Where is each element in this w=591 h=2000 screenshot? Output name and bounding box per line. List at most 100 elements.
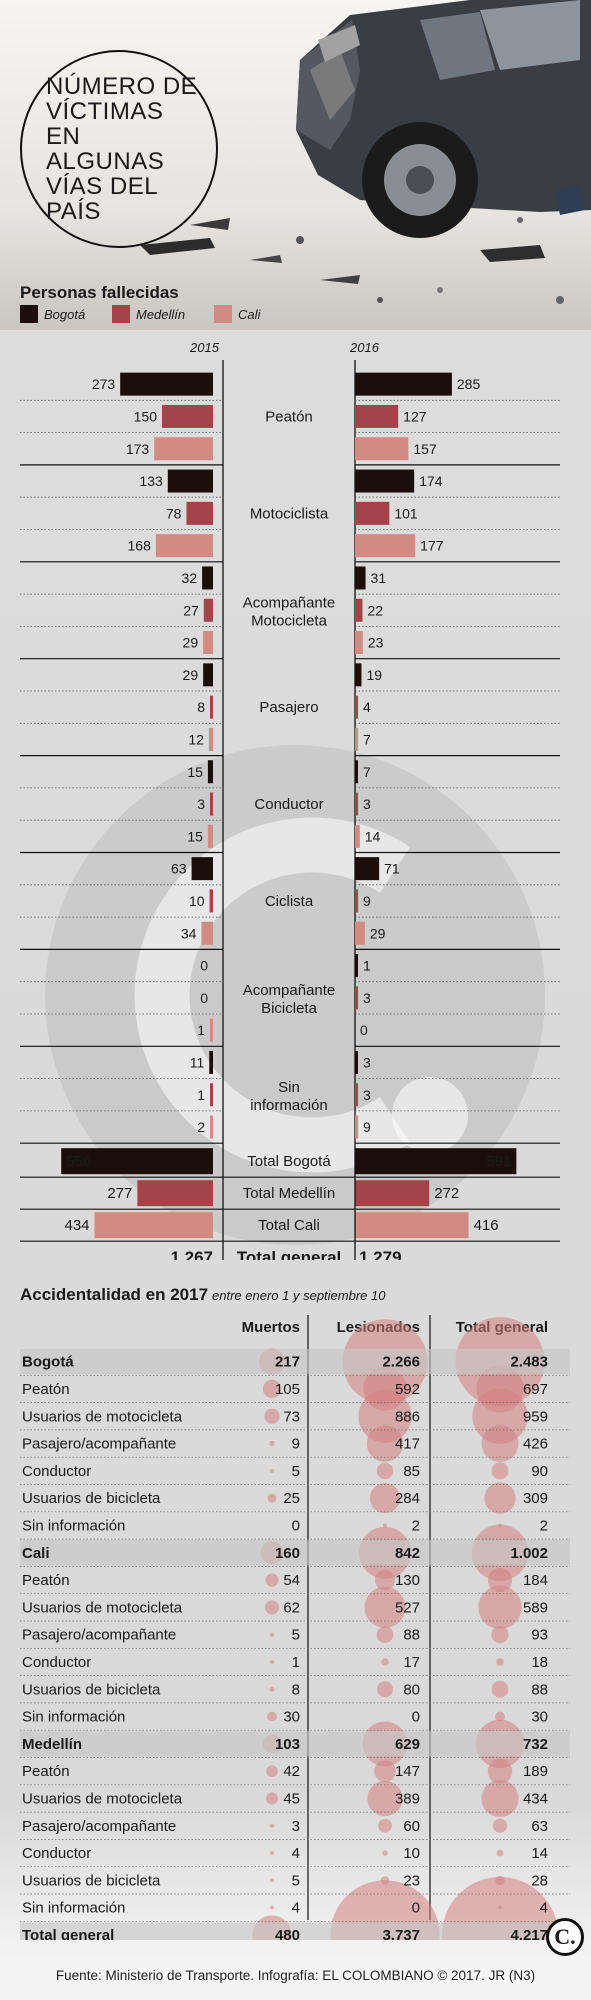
grand-total-2015: 1.267 [170, 1248, 213, 1260]
row-label: Usuarios de bicicleta [22, 1872, 161, 1889]
value-bubble [484, 1482, 516, 1514]
value-bubble [269, 1686, 275, 1692]
value-label-2016: 101 [394, 505, 418, 521]
value-label-2015: 29 [183, 667, 199, 683]
value-label-2016: 0 [360, 1022, 368, 1038]
cell-value: 417 [395, 1436, 420, 1453]
cell-value: 3.737 [382, 1927, 420, 1940]
bar-2016 [355, 501, 390, 525]
bar-2016 [355, 663, 362, 687]
value-label-2016: 3 [363, 796, 371, 812]
value-bubble [492, 1818, 508, 1833]
row-label: Usuarios de bicicleta [22, 1681, 161, 1698]
total-bar-2016 [355, 1148, 517, 1175]
category-label: Acompañante Motocicleta [243, 594, 336, 629]
bar-2015 [202, 566, 213, 590]
cell-value: 2.483 [510, 1354, 548, 1371]
cell-value: 63 [531, 1818, 548, 1835]
legend-swatch [112, 305, 130, 323]
cell-value: 85 [403, 1463, 420, 1480]
cell-value: 592 [395, 1381, 420, 1398]
bar-2015 [203, 663, 213, 687]
cell-value: 14 [531, 1845, 548, 1862]
cell-value: 30 [531, 1709, 548, 1726]
bar-2015 [120, 372, 213, 396]
value-label-2016: 7 [363, 731, 371, 747]
value-bubble [267, 1711, 277, 1722]
value-label-2016: 1 [363, 958, 371, 974]
value-label-2016: 285 [457, 376, 481, 392]
value-label-2015: 273 [92, 376, 116, 392]
row-label: Conductor [22, 1654, 91, 1671]
cell-value: 189 [523, 1763, 548, 1780]
bar-2015 [210, 792, 213, 816]
cell-value: 2.266 [382, 1354, 420, 1371]
value-label-2016: 9 [363, 1119, 371, 1135]
bar-2016 [355, 792, 358, 816]
value-label-2016: 3 [363, 1087, 371, 1103]
section-fatalities-title: Personas fallecidas [20, 283, 179, 302]
legend-swatch [214, 305, 232, 323]
cell-value: 0 [412, 1900, 420, 1917]
row-label: Pasajero/acompañante [22, 1627, 176, 1644]
value-bubble [491, 1462, 509, 1480]
bar-2016 [355, 889, 359, 913]
cell-value: 629 [395, 1736, 420, 1753]
group-row-background [20, 1540, 570, 1566]
cell-value: 389 [395, 1790, 420, 1807]
cell-value: 17 [403, 1654, 420, 1671]
row-label: Sin información [22, 1709, 125, 1726]
bar-2016 [355, 372, 452, 396]
bar-2015 [208, 727, 213, 751]
bar-2015 [191, 857, 213, 881]
row-label: Pasajero/acompañante [22, 1818, 176, 1835]
value-label-2015: 133 [139, 473, 163, 489]
total-value-2015: 434 [64, 1217, 89, 1234]
cell-value: 28 [531, 1872, 548, 1889]
cell-value: 426 [523, 1436, 548, 1453]
value-label-2016: 9 [363, 893, 371, 909]
bar-2016 [355, 986, 358, 1010]
bar-2015 [162, 404, 213, 428]
legend-label: Medellín [136, 306, 186, 322]
bar-2015 [155, 534, 213, 558]
value-bubble [267, 1493, 277, 1503]
value-bubble [478, 1585, 522, 1630]
value-label-2015: 173 [126, 441, 150, 457]
cell-value: 88 [403, 1627, 420, 1644]
cell-value: 842 [395, 1545, 420, 1562]
row-label: Pasajero/acompañante [22, 1436, 176, 1453]
value-label-2016: 3 [363, 1054, 371, 1070]
bar-2015 [210, 1018, 213, 1042]
cell-value: 1.002 [510, 1545, 548, 1562]
value-label-2016: 31 [371, 570, 387, 586]
section-accidents-heading: Accidentalidad en 2017 [20, 1285, 209, 1304]
value-label-2015: 15 [187, 764, 203, 780]
bar-2015 [209, 1050, 213, 1074]
value-label-2016: 127 [403, 408, 427, 424]
column-header: Muertos [242, 1319, 300, 1336]
car-crash-illustration [0, 0, 591, 330]
bar-2016 [355, 760, 358, 784]
value-label-2015: 29 [183, 635, 199, 651]
value-bubble [266, 1765, 278, 1777]
row-label: Peatón [22, 1572, 70, 1589]
legend-label: Bogotá [44, 306, 86, 322]
value-label-2015: 1 [197, 1087, 205, 1103]
cell-value: 1 [292, 1654, 300, 1671]
value-bubble [374, 1569, 396, 1591]
bar-2016 [355, 695, 358, 719]
value-bubble [358, 1389, 412, 1443]
cell-value: 284 [395, 1490, 420, 1507]
total-value-2016: 416 [474, 1217, 499, 1234]
cell-value: 959 [523, 1408, 548, 1425]
value-bubble [481, 1425, 519, 1462]
cell-value: 18 [531, 1654, 548, 1671]
total-label: Total Bogotá [247, 1153, 331, 1170]
row-label: Usuarios de motocicleta [22, 1599, 183, 1616]
value-bubble [377, 1681, 393, 1698]
cell-value: 0 [412, 1709, 420, 1726]
value-bubble [270, 1468, 274, 1473]
value-label-2015: 32 [182, 570, 198, 586]
value-bubble [265, 1573, 279, 1587]
